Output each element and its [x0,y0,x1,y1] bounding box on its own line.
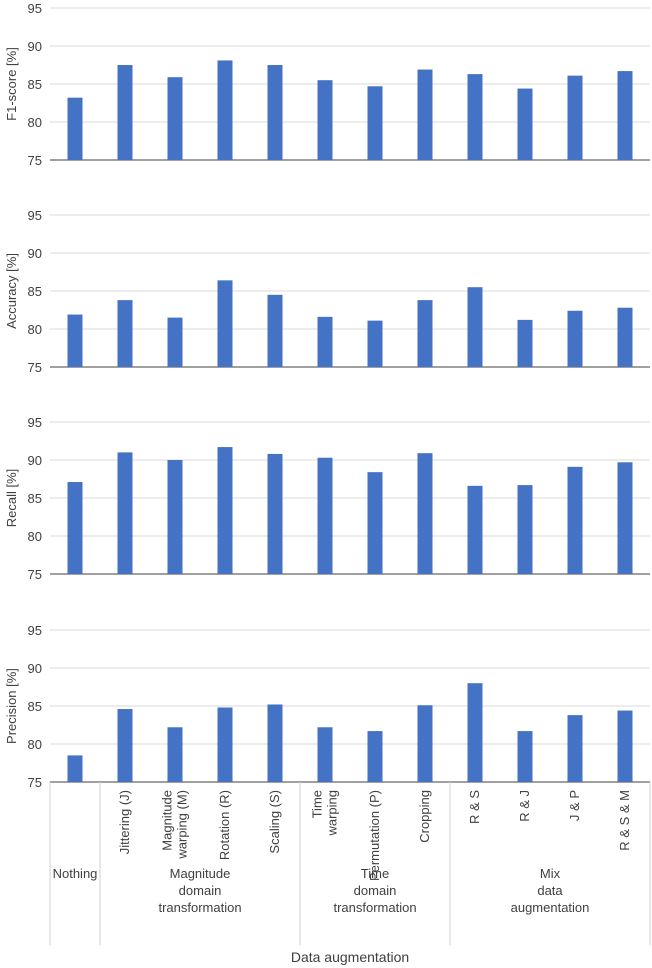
bar [417,453,433,574]
y-tick-label: 85 [28,284,42,299]
bar [167,460,183,574]
y-tick-label: 75 [28,360,42,375]
bar [517,88,533,160]
bar [567,310,583,367]
bar [467,287,483,367]
y-tick-label: 80 [28,115,42,130]
bar [167,77,183,160]
y-axis-label: F1-score [%] [4,47,19,121]
x-tick-label: R & J [517,790,532,822]
bar [267,453,283,574]
x-tick-label: Permutation (P) [367,790,382,881]
bar [217,60,233,160]
bar [517,485,533,574]
bar [317,457,333,574]
y-tick-label: 90 [28,39,42,54]
bar [567,466,583,574]
group-label: Time domain transformation [333,866,416,915]
bar [467,485,483,574]
y-tick-label: 75 [28,775,42,790]
group-label: Magnitude domain transformation [158,866,241,915]
x-tick-label: Scaling (S) [267,790,282,854]
x-tick-label: Cropping [417,790,432,843]
bar [67,314,83,367]
bar [617,710,633,782]
bar [367,320,383,367]
bar [467,74,483,160]
x-axis-label: Data augmentation [291,949,409,965]
bar [217,707,233,782]
bar [367,731,383,782]
bar [617,71,633,160]
bar [317,80,333,160]
bar [267,704,283,782]
y-axis-label: Recall [%] [4,469,19,528]
y-tick-label: 90 [28,453,42,468]
group-label: Mix data augmentation [511,866,590,915]
x-tick-label: Jittering (J) [117,790,132,854]
bar [417,705,433,782]
bar [317,316,333,367]
bar [567,75,583,160]
y-tick-label: 90 [28,246,42,261]
bar [67,97,83,160]
bar [517,731,533,782]
y-tick-label: 80 [28,529,42,544]
bar [167,317,183,367]
bar [417,300,433,367]
y-tick-label: 75 [28,567,42,582]
bar [267,294,283,367]
x-tick-label: J & P [567,790,582,821]
x-tick-label: Rotation (R) [217,790,232,860]
bar [117,65,133,160]
bar [467,683,483,782]
y-tick-label: 85 [28,77,42,92]
y-tick-label: 95 [28,623,42,638]
y-tick-label: 95 [28,208,42,223]
y-tick-label: 85 [28,491,42,506]
bar [67,482,83,574]
bar [167,727,183,782]
bar [367,86,383,160]
bar [317,727,333,782]
bar [117,452,133,574]
y-tick-label: 75 [28,153,42,168]
x-tick-label: Timewarping [310,790,340,837]
y-axis-label: Accuracy [%] [4,253,19,329]
bar [617,462,633,574]
y-tick-label: 95 [28,415,42,430]
bar [117,709,133,782]
x-tick-label: R & S [467,790,482,824]
y-axis-label: Precision [%] [4,668,19,744]
y-tick-label: 90 [28,661,42,676]
bar [67,755,83,782]
y-tick-label: 95 [28,1,42,16]
bar [117,300,133,367]
bar [217,447,233,574]
y-tick-label: 85 [28,699,42,714]
bar [567,715,583,782]
bar [367,472,383,574]
y-tick-label: 80 [28,737,42,752]
bar [267,65,283,160]
bar [217,280,233,367]
x-tick-label: Magnitudewarping (M) [160,790,190,860]
group-label: Nothing [53,866,98,881]
bar [517,319,533,367]
bar [417,69,433,160]
x-tick-label: R & S & M [617,790,632,851]
y-tick-label: 80 [28,322,42,337]
bar [617,307,633,367]
